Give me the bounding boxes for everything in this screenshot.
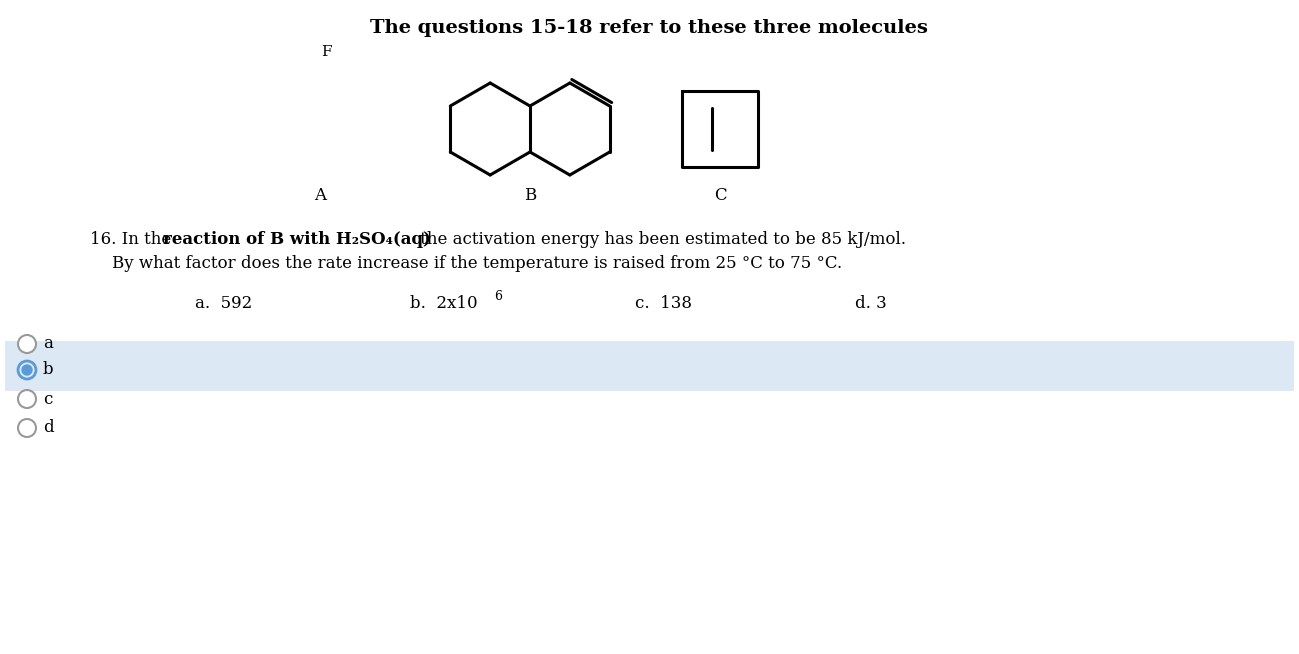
Circle shape xyxy=(22,365,32,375)
Text: F: F xyxy=(321,45,331,59)
Circle shape xyxy=(18,390,36,408)
Text: c: c xyxy=(43,390,52,407)
Text: F: F xyxy=(320,52,330,66)
Text: b: b xyxy=(43,362,53,379)
Text: 6: 6 xyxy=(494,290,501,303)
Text: By what factor does the rate increase if the temperature is raised from 25 °C to: By what factor does the rate increase if… xyxy=(112,256,842,273)
Text: c.  138: c. 138 xyxy=(635,296,692,313)
Text: 16. In the: 16. In the xyxy=(90,230,177,247)
Text: the activation energy has been estimated to be 85 kJ/mol.: the activation energy has been estimated… xyxy=(414,230,905,247)
Circle shape xyxy=(18,419,36,437)
Circle shape xyxy=(18,335,36,353)
Text: d. 3: d. 3 xyxy=(855,296,887,313)
Text: A: A xyxy=(314,188,326,205)
Circle shape xyxy=(18,361,36,379)
Text: reaction of B with H₂SO₄(aq): reaction of B with H₂SO₄(aq) xyxy=(162,230,431,247)
Text: The questions 15-18 refer to these three molecules: The questions 15-18 refer to these three… xyxy=(370,19,927,37)
Text: a: a xyxy=(43,336,53,353)
Text: B: B xyxy=(523,188,536,205)
Text: d: d xyxy=(43,419,53,436)
FancyBboxPatch shape xyxy=(5,341,1294,391)
Text: a.  592: a. 592 xyxy=(195,296,252,313)
FancyBboxPatch shape xyxy=(249,34,390,199)
Text: C: C xyxy=(713,188,726,205)
Text: b.  2x10: b. 2x10 xyxy=(410,296,478,313)
